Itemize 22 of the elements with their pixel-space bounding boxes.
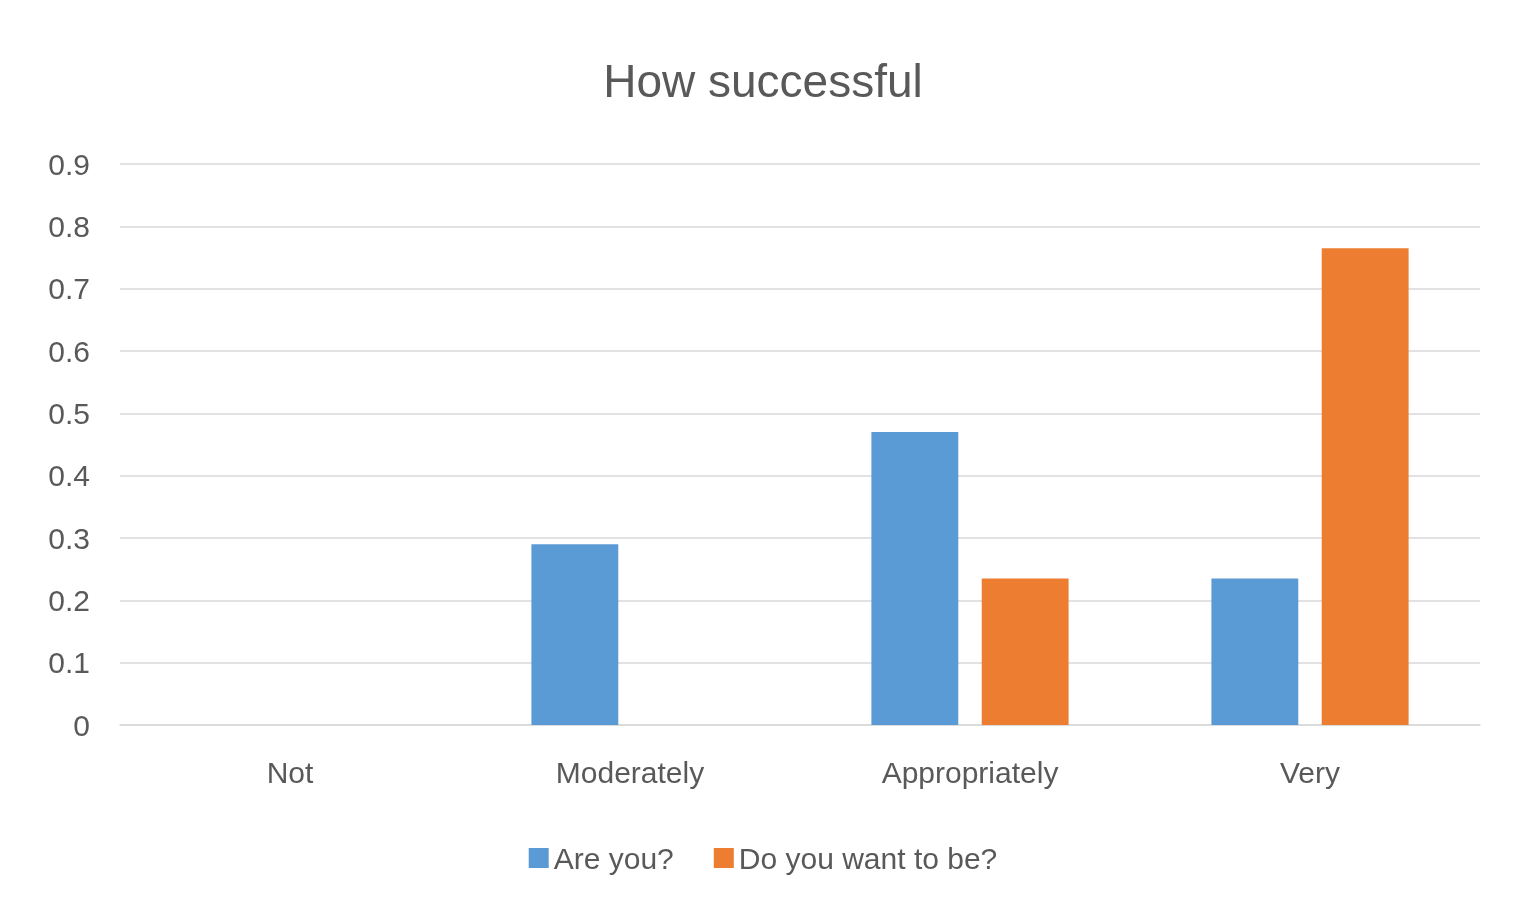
y-tick-label: 0.4 [48, 459, 90, 493]
y-tick-label: 0.8 [48, 209, 90, 243]
y-tick-label: 0.1 [48, 646, 90, 680]
y-tick-label: 0.7 [48, 272, 90, 306]
y-tick-label: 0.6 [48, 334, 90, 368]
legend-label: Are you? [553, 841, 674, 875]
chart-title: How successful [603, 55, 923, 107]
x-tick-label: Very [1279, 755, 1341, 789]
bar [1321, 248, 1409, 725]
bar [981, 578, 1069, 725]
x-tick-label: Moderately [555, 755, 705, 789]
x-tick-label: Not [266, 755, 315, 789]
bar [871, 432, 959, 725]
legend-label: Do you want to be? [738, 841, 998, 875]
bar [531, 544, 619, 725]
bar [1211, 578, 1299, 725]
x-tick-label: Appropriately [881, 755, 1059, 789]
y-tick-label: 0.2 [48, 583, 90, 617]
y-tick-label: 0 [73, 708, 90, 742]
y-tick-label: 0.3 [48, 521, 90, 555]
y-tick-label: 0.9 [48, 147, 90, 181]
y-tick-label: 0.5 [48, 396, 90, 430]
